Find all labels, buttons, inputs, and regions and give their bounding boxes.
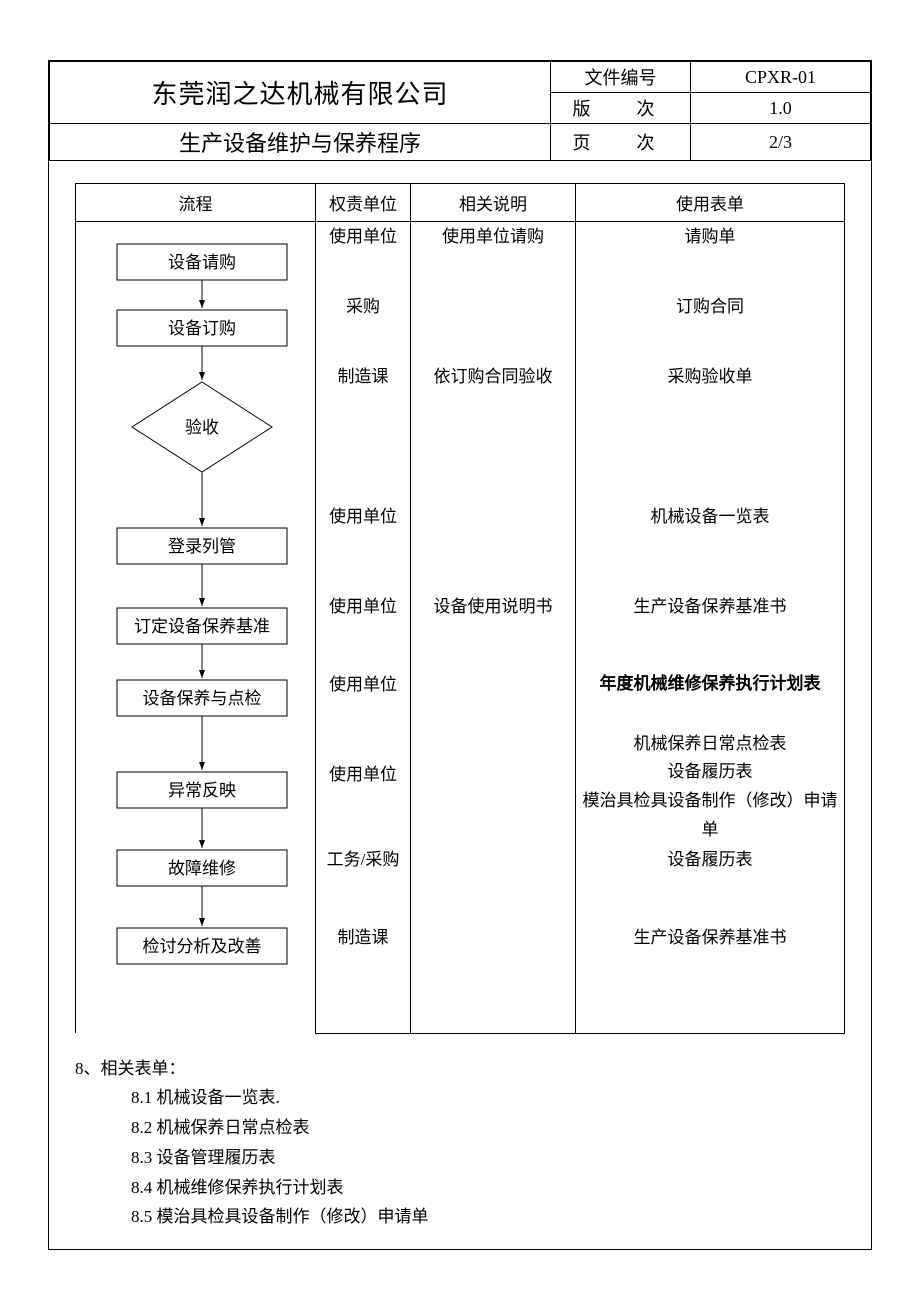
flow-node-4: 登录列管 bbox=[168, 537, 236, 556]
desc-5: 设备使用说明书 bbox=[411, 592, 576, 670]
flowchart-svg: 设备请购 设备订购 验收 bbox=[82, 222, 322, 1022]
form-4: 机械设备一览表 bbox=[576, 502, 845, 592]
flow-node-7: 异常反映 bbox=[168, 781, 236, 800]
process-table: 流程 权责单位 相关说明 使用表单 bbox=[75, 183, 845, 1034]
desc-1: 使用单位请购 bbox=[411, 222, 576, 292]
desc-2 bbox=[411, 292, 576, 362]
unit-6: 使用单位 bbox=[316, 670, 411, 730]
unit-9: 制造课 bbox=[316, 923, 411, 1033]
related-forms-section: 8、相关表单： 8.1 机械设备一览表. 8.2 机械保养日常点检表 8.3 设… bbox=[49, 1044, 871, 1233]
related-form-item: 8.5 模治具检具设备制作（修改）申请单 bbox=[75, 1202, 861, 1232]
form-6a: 年度机械维修保养执行计划表 bbox=[600, 674, 821, 693]
related-form-item: 8.4 机械维修保养执行计划表 bbox=[75, 1173, 861, 1203]
related-form-item: 8.2 机械保养日常点检表 bbox=[75, 1113, 861, 1143]
col-flow-header: 流程 bbox=[76, 184, 316, 222]
related-form-item: 8.1 机械设备一览表. bbox=[75, 1083, 861, 1113]
unit-5: 使用单位 bbox=[316, 592, 411, 670]
doc-no-label: 文件编号 bbox=[551, 62, 691, 93]
desc-6 bbox=[411, 670, 576, 730]
flow-node-1: 设备请购 bbox=[168, 253, 236, 272]
flow-node-6: 设备保养与点检 bbox=[143, 689, 262, 708]
col-form-header: 使用表单 bbox=[576, 184, 845, 222]
form-9: 生产设备保养基准书 bbox=[576, 923, 845, 1033]
desc-8 bbox=[411, 845, 576, 923]
doc-subtitle: 生产设备维护与保养程序 bbox=[50, 124, 551, 161]
flow-node-5: 订定设备保养基准 bbox=[134, 617, 270, 636]
page-value: 2/3 bbox=[691, 124, 871, 161]
form-7b: 设备履历表 bbox=[582, 758, 838, 787]
col-desc-header: 相关说明 bbox=[411, 184, 576, 222]
doc-no-value: CPXR-01 bbox=[691, 62, 871, 93]
form-8: 设备履历表 bbox=[576, 845, 845, 923]
form-3: 采购验收单 bbox=[576, 362, 845, 502]
desc-4 bbox=[411, 502, 576, 592]
page-label: 页 次 bbox=[551, 124, 691, 161]
desc-3: 依订购合同验收 bbox=[411, 362, 576, 502]
version-value: 1.0 bbox=[691, 93, 871, 124]
unit-1: 使用单位 bbox=[316, 222, 411, 292]
unit-3: 制造课 bbox=[316, 362, 411, 502]
desc-7 bbox=[411, 730, 576, 846]
unit-2: 采购 bbox=[316, 292, 411, 362]
related-form-item: 8.3 设备管理履历表 bbox=[75, 1143, 861, 1173]
unit-8: 工务/采购 bbox=[316, 845, 411, 923]
unit-7: 使用单位 bbox=[316, 730, 411, 846]
desc-9 bbox=[411, 923, 576, 1033]
doc-header-table: 东莞润之达机械有限公司 文件编号 CPXR-01 版 次 1.0 生产设备维护与… bbox=[49, 61, 871, 161]
related-forms-title: 8、相关表单： bbox=[75, 1054, 861, 1084]
flow-node-3: 验收 bbox=[185, 418, 219, 437]
company-name: 东莞润之达机械有限公司 bbox=[50, 62, 551, 124]
form-2: 订购合同 bbox=[576, 292, 845, 362]
form-5: 生产设备保养基准书 bbox=[576, 592, 845, 670]
col-unit-header: 权责单位 bbox=[316, 184, 411, 222]
form-1: 请购单 bbox=[576, 222, 845, 292]
flow-node-9: 检讨分析及改善 bbox=[143, 937, 262, 956]
form-7c: 模治具检具设备制作（修改）申请单 bbox=[582, 787, 838, 845]
version-label: 版 次 bbox=[551, 93, 691, 124]
flowchart-cell: 设备请购 设备订购 验收 bbox=[76, 222, 316, 1034]
form-7a: 机械保养日常点检表 bbox=[582, 730, 838, 759]
unit-4: 使用单位 bbox=[316, 502, 411, 592]
flow-node-2: 设备订购 bbox=[168, 319, 236, 338]
flow-node-8: 故障维修 bbox=[168, 859, 236, 878]
